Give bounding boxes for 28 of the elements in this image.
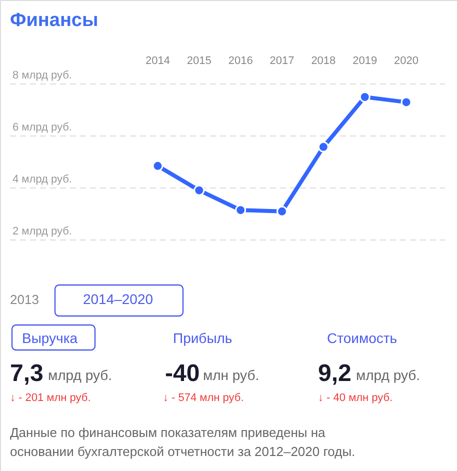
x-tick-label: 2016 [228,55,253,67]
text: млрд руб. [48,367,112,383]
x-tick-label: 2018 [311,55,336,67]
y-tick-label: 6 млрд руб. [12,122,72,134]
x-tick-label: 2014 [145,55,170,67]
text: 2014–2020 [82,291,154,307]
text: Стоимость [327,330,398,346]
text: 2013 [10,292,39,307]
chart-title: Финансы [10,10,98,31]
text: -40 [165,360,200,387]
text: млн руб. [203,367,260,383]
text: Выручка [22,330,78,346]
text: ↓ - 40 млн руб. [318,392,393,404]
x-tick-label: 2020 [394,55,419,67]
text: Прибыль [173,330,232,346]
text: млрд руб. [356,367,420,383]
y-tick-label: 8 млрд руб. [12,70,72,82]
x-tick-label: 2019 [352,55,378,67]
text: 7,3 [10,360,44,387]
text: 9,2 [318,360,352,387]
text: основании бухгалтерской отчетности за 2012–2020 годы. [10,444,356,459]
text: Данные по финансовым показателям приведены на [10,425,326,440]
text: ↓ - 574 млн руб. [163,392,244,404]
text: ↓ - 201 млн руб. [10,392,91,404]
x-tick-label: 2017 [270,55,294,67]
y-tick-label: 2 млрд руб. [12,226,72,238]
x-tick-label: 2015 [186,55,212,67]
y-tick-label: 4 млрд руб. [12,174,72,186]
